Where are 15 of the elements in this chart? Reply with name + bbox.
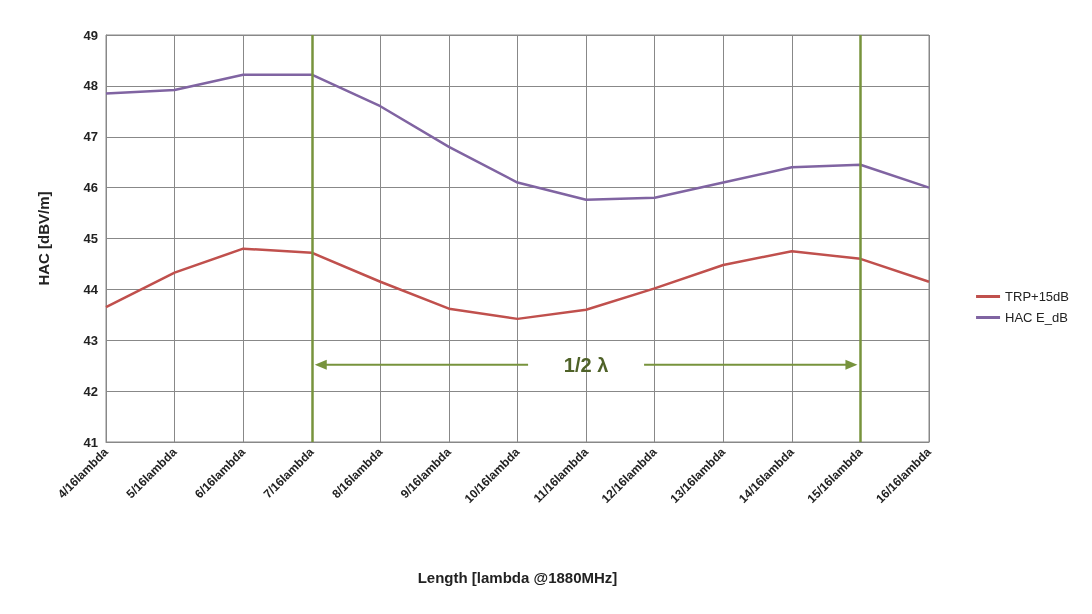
y-tick-label: 43 [83, 332, 98, 348]
y-tick-label: 45 [83, 231, 98, 246]
legend-label: TRP+15dB [1005, 289, 1069, 304]
y-tick-label: 46 [83, 180, 98, 196]
y-axis-title: HAC [dBV/m] [35, 191, 52, 286]
y-tick-label: 44 [83, 281, 99, 297]
line-series [104, 73, 931, 202]
y-tick-label: 49 [83, 27, 98, 43]
y-tick-label: 41 [83, 434, 98, 450]
y-tick-label: 48 [83, 78, 98, 94]
y-tick-label: 42 [83, 383, 98, 399]
line-series [104, 247, 931, 321]
legend-label: HAC E_dB [1005, 310, 1068, 325]
y-tick-label: 47 [83, 129, 98, 145]
x-axis-title: Length [lambda @1880MHz] [417, 569, 618, 586]
